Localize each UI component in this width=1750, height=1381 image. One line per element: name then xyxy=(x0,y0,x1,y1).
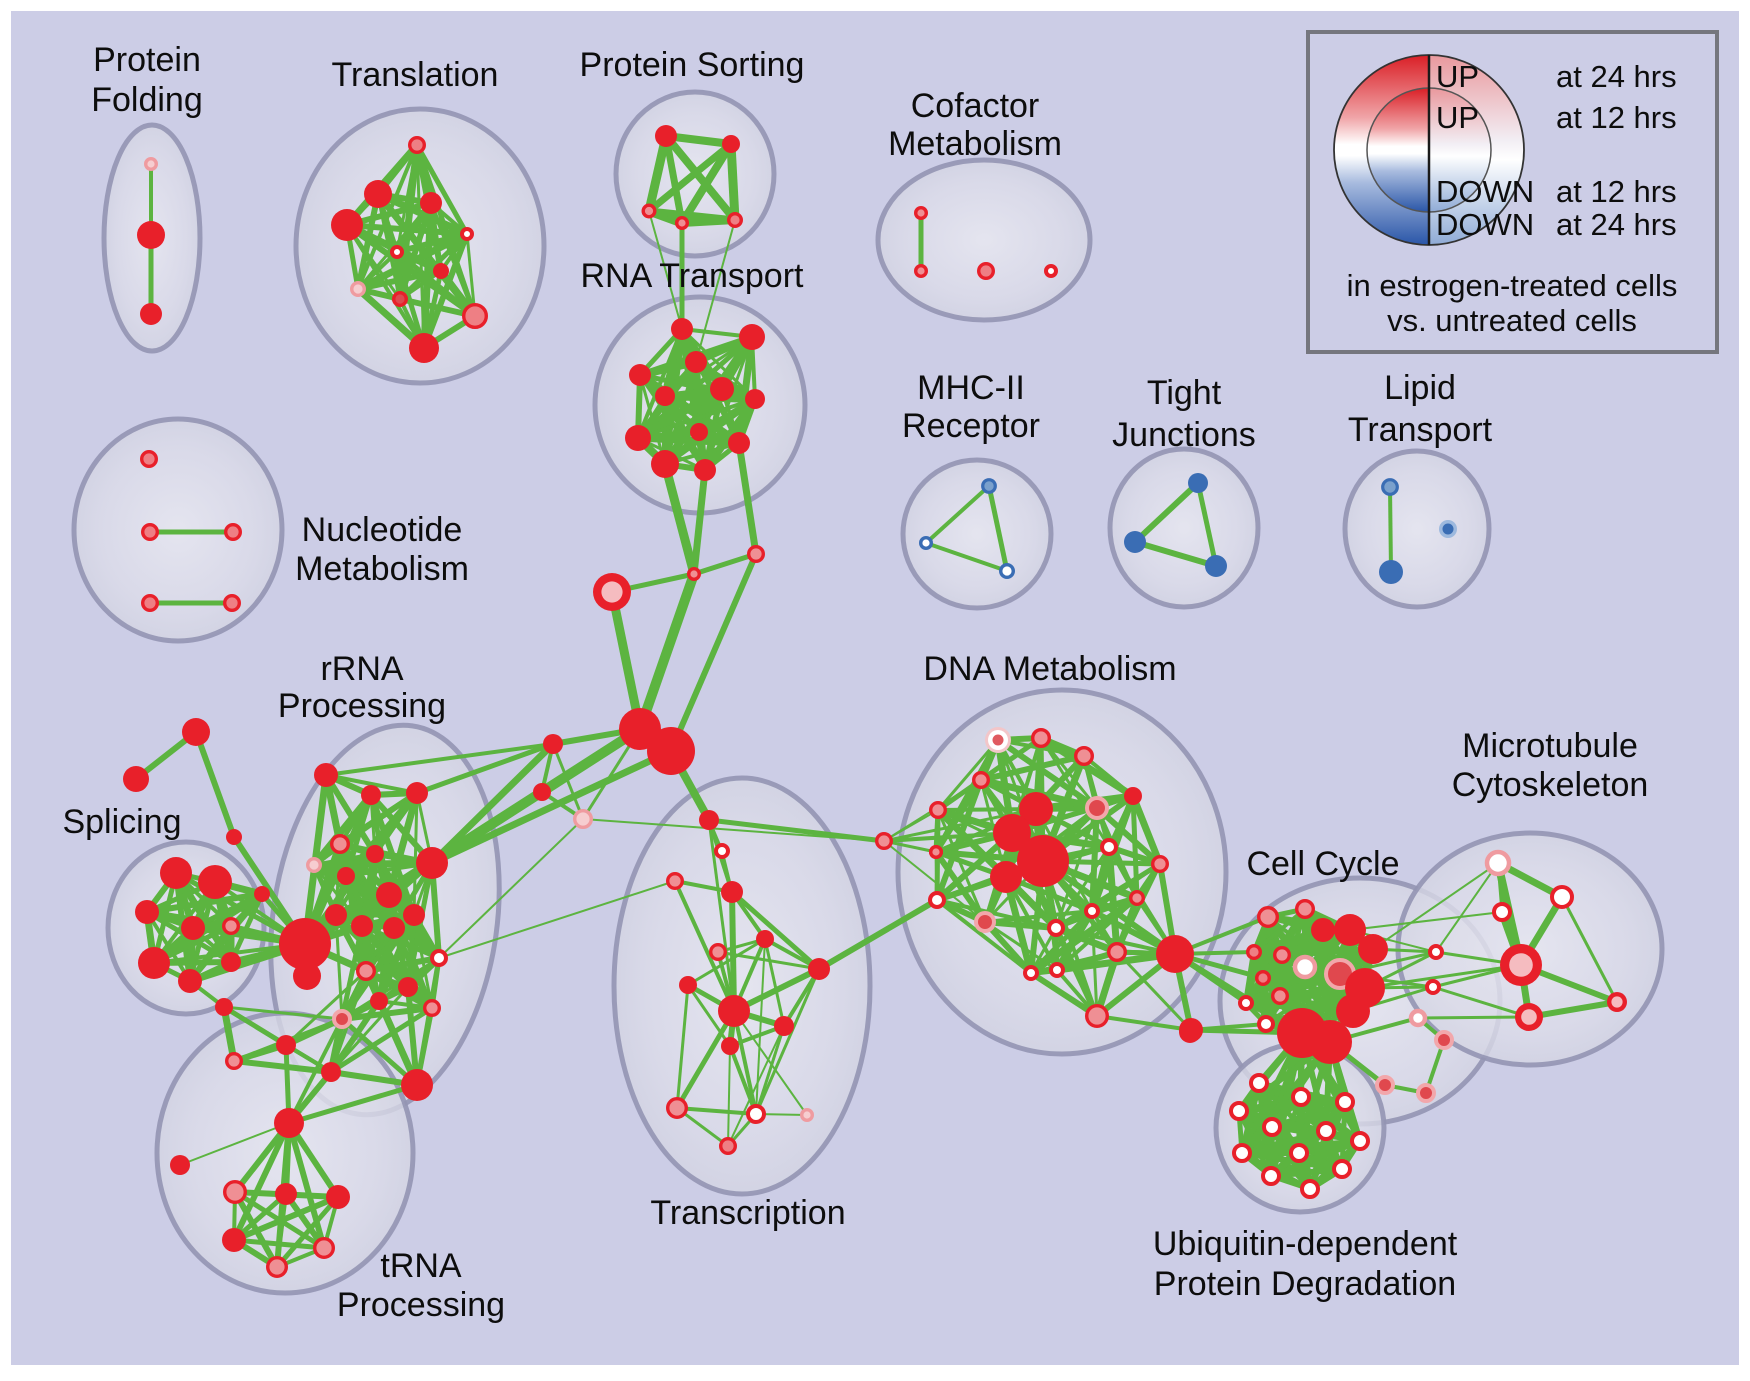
svg-text:at 12 hrs: at 12 hrs xyxy=(1556,100,1677,135)
svg-text:Microtubule: Microtubule xyxy=(1462,727,1638,765)
svg-text:UP: UP xyxy=(1436,59,1479,94)
svg-text:DNA Metabolism: DNA Metabolism xyxy=(923,650,1176,688)
svg-text:RNA Transport: RNA Transport xyxy=(581,257,805,295)
svg-text:Receptor: Receptor xyxy=(902,407,1040,445)
svg-text:UP: UP xyxy=(1436,100,1479,135)
svg-text:Splicing: Splicing xyxy=(62,803,181,841)
svg-text:at 12 hrs: at 12 hrs xyxy=(1556,174,1677,209)
svg-text:tRNA: tRNA xyxy=(380,1247,462,1285)
svg-text:Translation: Translation xyxy=(332,56,499,94)
svg-text:Transport: Transport xyxy=(1348,411,1493,449)
svg-text:in estrogen-treated cells: in estrogen-treated cells xyxy=(1347,268,1678,303)
svg-text:Nucleotide: Nucleotide xyxy=(302,511,463,549)
svg-text:Cell Cycle: Cell Cycle xyxy=(1246,845,1399,883)
svg-text:Ubiquitin-dependent: Ubiquitin-dependent xyxy=(1153,1225,1458,1263)
svg-text:Protein Sorting: Protein Sorting xyxy=(580,46,805,84)
svg-text:Lipid: Lipid xyxy=(1384,369,1456,407)
svg-text:Tight: Tight xyxy=(1147,374,1222,412)
svg-text:Junctions: Junctions xyxy=(1112,416,1256,454)
svg-text:at 24 hrs: at 24 hrs xyxy=(1556,59,1677,94)
svg-text:MHC-II: MHC-II xyxy=(917,369,1025,407)
svg-text:DOWN: DOWN xyxy=(1436,174,1534,209)
svg-text:Processing: Processing xyxy=(278,687,446,725)
svg-text:DOWN: DOWN xyxy=(1436,207,1534,242)
svg-text:Folding: Folding xyxy=(91,81,203,119)
svg-text:Metabolism: Metabolism xyxy=(888,125,1062,163)
svg-text:vs. untreated cells: vs. untreated cells xyxy=(1387,303,1637,338)
svg-text:Protein: Protein xyxy=(93,41,201,79)
svg-text:Protein Degradation: Protein Degradation xyxy=(1154,1265,1456,1303)
svg-text:rRNA: rRNA xyxy=(320,650,403,688)
svg-text:Cytoskeleton: Cytoskeleton xyxy=(1452,766,1649,804)
svg-text:Transcription: Transcription xyxy=(650,1194,845,1232)
svg-text:Processing: Processing xyxy=(337,1286,505,1324)
svg-text:Metabolism: Metabolism xyxy=(295,550,469,588)
svg-text:Cofactor: Cofactor xyxy=(911,87,1040,125)
svg-text:at 24 hrs: at 24 hrs xyxy=(1556,207,1677,242)
